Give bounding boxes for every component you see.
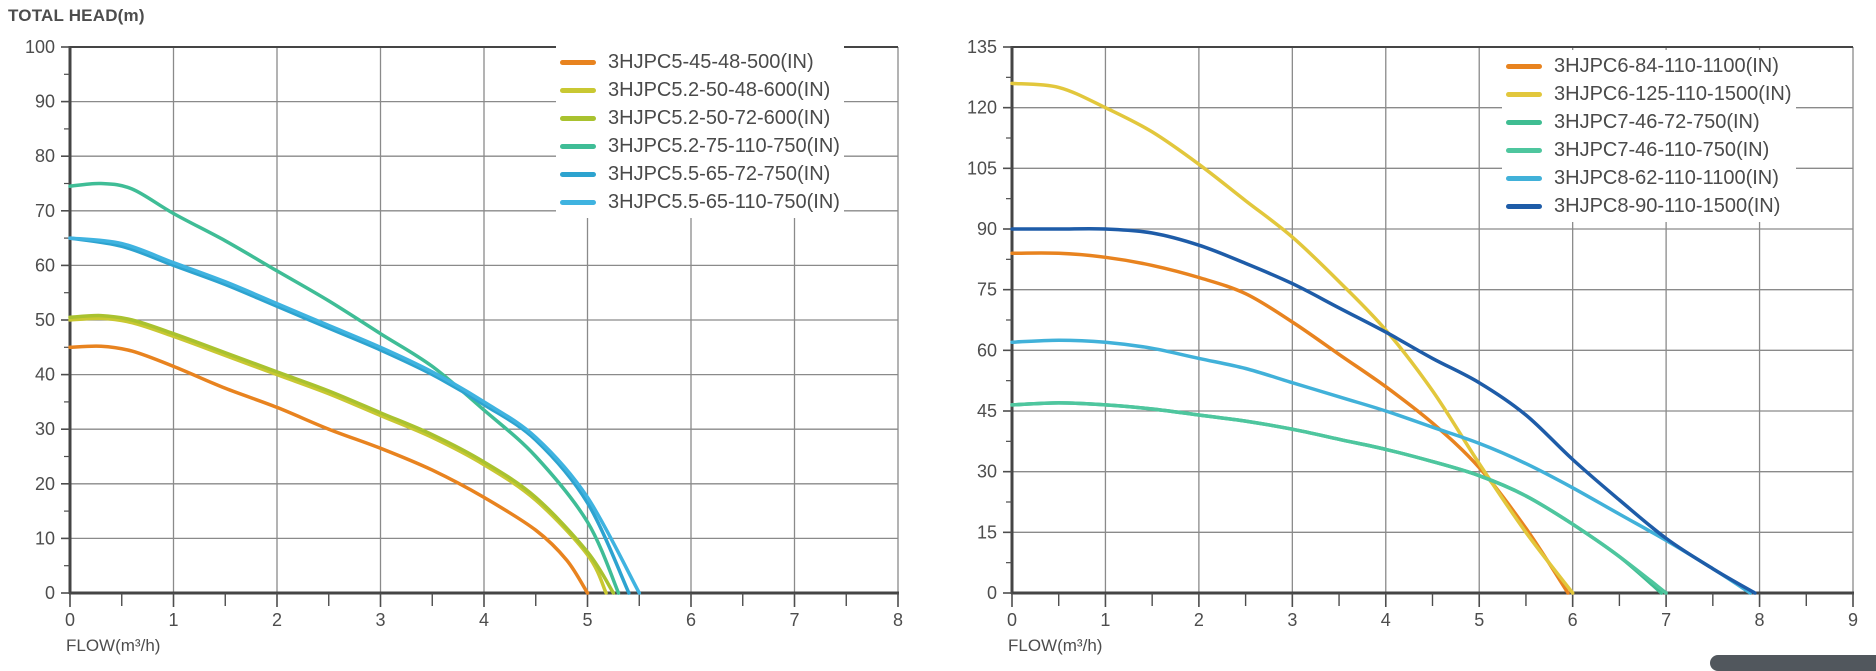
- curve-3HJPC5.2-50-48-600(IN): [68, 316, 608, 595]
- curve-3HJPC5.2-50-72-600(IN): [68, 313, 616, 595]
- y-tick-label: 105: [967, 158, 997, 178]
- legend-item: 3HJPC8-90-110-1500(IN): [1506, 192, 1792, 220]
- y-tick-label: 10: [35, 528, 55, 548]
- legend-item: 3HJPC5.2-75-110-750(IN): [560, 132, 840, 160]
- curve-3HJPC5.2-75-110-750(IN): [68, 181, 621, 595]
- x-tick-label: 4: [1381, 610, 1391, 630]
- legend-item: 3HJPC5-45-48-500(IN): [560, 48, 840, 76]
- legend-item: 3HJPC5.5-65-72-750(IN): [560, 160, 840, 188]
- y-tick-label: 90: [35, 92, 55, 112]
- legend-label: 3HJPC7-46-72-750(IN): [1554, 110, 1760, 133]
- legend-swatch-icon: [1506, 119, 1542, 125]
- x-tick-label: 7: [789, 610, 799, 630]
- legend-item: 3HJPC6-125-110-1500(IN): [1506, 80, 1792, 108]
- x-tick-label: 0: [65, 610, 75, 630]
- y-tick-label: 20: [35, 474, 55, 494]
- legend-item: 3HJPC5.2-50-72-600(IN): [560, 104, 840, 132]
- x-tick-label: 0: [1007, 610, 1017, 630]
- curve-3HJPC6-84-110-1100(IN): [1010, 251, 1570, 595]
- legend-swatch-icon: [1506, 175, 1542, 181]
- corner-widget[interactable]: [1710, 655, 1876, 671]
- y-tick-label: 60: [35, 255, 55, 275]
- legend-swatch-icon: [560, 143, 596, 149]
- x-tick-label: 7: [1661, 610, 1671, 630]
- x-tick-label: 1: [168, 610, 178, 630]
- legend-swatch-icon: [560, 199, 596, 205]
- left-chart-legend: 3HJPC5-45-48-500(IN) 3HJPC5.2-50-48-600(I…: [556, 46, 844, 218]
- legend-label: 3HJPC5.5-65-72-750(IN): [608, 162, 831, 185]
- legend-swatch-icon: [1506, 203, 1542, 209]
- x-tick-label: 9: [1848, 610, 1858, 630]
- x-tick-label: 5: [1474, 610, 1484, 630]
- legend-item: 3HJPC5.5-65-110-750(IN): [560, 188, 840, 216]
- x-tick-label: 8: [1755, 610, 1765, 630]
- legend-item: 3HJPC7-46-72-750(IN): [1506, 108, 1792, 136]
- curve-3HJPC5.5-65-72-750(IN): [68, 236, 631, 595]
- y-tick-label: 45: [977, 401, 997, 421]
- y-tick-label: 60: [977, 340, 997, 360]
- legend-swatch-icon: [1506, 147, 1542, 153]
- legend-label: 3HJPC8-62-110-1100(IN): [1554, 166, 1779, 189]
- y-tick-label: 80: [35, 146, 55, 166]
- curve-3HJPC6-125-110-1500(IN): [1010, 81, 1575, 595]
- y-tick-label: 135: [967, 37, 997, 57]
- left-chart-x-axis-label: FLOW(m³/h): [66, 636, 161, 655]
- x-tick-label: 3: [1287, 610, 1297, 630]
- curve-3HJPC5-45-48-500(IN): [68, 344, 590, 595]
- right-chart-x-axis-label: FLOW(m³/h): [1008, 636, 1103, 655]
- legend-label: 3HJPC5.5-65-110-750(IN): [608, 190, 840, 213]
- curve-3HJPC8-62-110-1100(IN): [1010, 338, 1752, 595]
- y-tick-label: 120: [967, 98, 997, 118]
- x-tick-label: 2: [1194, 610, 1204, 630]
- x-tick-label: 2: [272, 610, 282, 630]
- legend-swatch-icon: [560, 59, 596, 65]
- legend-swatch-icon: [560, 87, 596, 93]
- curve-3HJPC8-90-110-1500(IN): [1010, 226, 1757, 595]
- y-tick-label: 75: [977, 280, 997, 300]
- y-tick-label: 15: [977, 522, 997, 542]
- legend-label: 3HJPC5.2-75-110-750(IN): [608, 134, 840, 157]
- y-tick-label: 70: [35, 201, 55, 221]
- x-tick-label: 6: [1568, 610, 1578, 630]
- x-tick-label: 8: [893, 610, 903, 630]
- y-tick-label: 0: [45, 583, 55, 603]
- curve-3HJPC7-46-72-750(IN): [1010, 401, 1664, 595]
- right-chart-legend: 3HJPC6-84-110-1100(IN) 3HJPC6-125-110-150…: [1502, 50, 1796, 222]
- y-tick-label: 50: [35, 310, 55, 330]
- legend-item: 3HJPC7-46-110-750(IN): [1506, 136, 1792, 164]
- y-tick-label: 30: [977, 462, 997, 482]
- x-tick-label: 6: [686, 610, 696, 630]
- curve-3HJPC7-46-110-750(IN): [1010, 401, 1668, 595]
- curve-3HJPC5.5-65-110-750(IN): [68, 236, 642, 595]
- legend-label: 3HJPC5.2-50-48-600(IN): [608, 78, 831, 101]
- x-tick-label: 1: [1100, 610, 1110, 630]
- legend-label: 3HJPC6-84-110-1100(IN): [1554, 54, 1779, 77]
- y-tick-label: 100: [25, 37, 55, 57]
- y-tick-label: 40: [35, 365, 55, 385]
- legend-label: 3HJPC6-125-110-1500(IN): [1554, 82, 1792, 105]
- x-tick-label: 5: [582, 610, 592, 630]
- legend-label: 3HJPC7-46-110-750(IN): [1554, 138, 1770, 161]
- y-tick-label: 90: [977, 219, 997, 239]
- legend-swatch-icon: [1506, 63, 1542, 69]
- legend-label: 3HJPC5.2-50-72-600(IN): [608, 106, 831, 129]
- y-tick-label: 0: [987, 583, 997, 603]
- y-tick-label: 30: [35, 419, 55, 439]
- legend-label: 3HJPC5-45-48-500(IN): [608, 50, 814, 73]
- legend-item: 3HJPC5.2-50-48-600(IN): [560, 76, 840, 104]
- legend-swatch-icon: [1506, 91, 1542, 97]
- x-tick-label: 4: [479, 610, 489, 630]
- legend-item: 3HJPC6-84-110-1100(IN): [1506, 52, 1792, 80]
- legend-label: 3HJPC8-90-110-1500(IN): [1554, 194, 1781, 217]
- x-tick-label: 3: [375, 610, 385, 630]
- legend-swatch-icon: [560, 171, 596, 177]
- legend-swatch-icon: [560, 115, 596, 121]
- left-chart-y-axis-title: TOTAL HEAD(m): [8, 6, 145, 25]
- legend-item: 3HJPC8-62-110-1100(IN): [1506, 164, 1792, 192]
